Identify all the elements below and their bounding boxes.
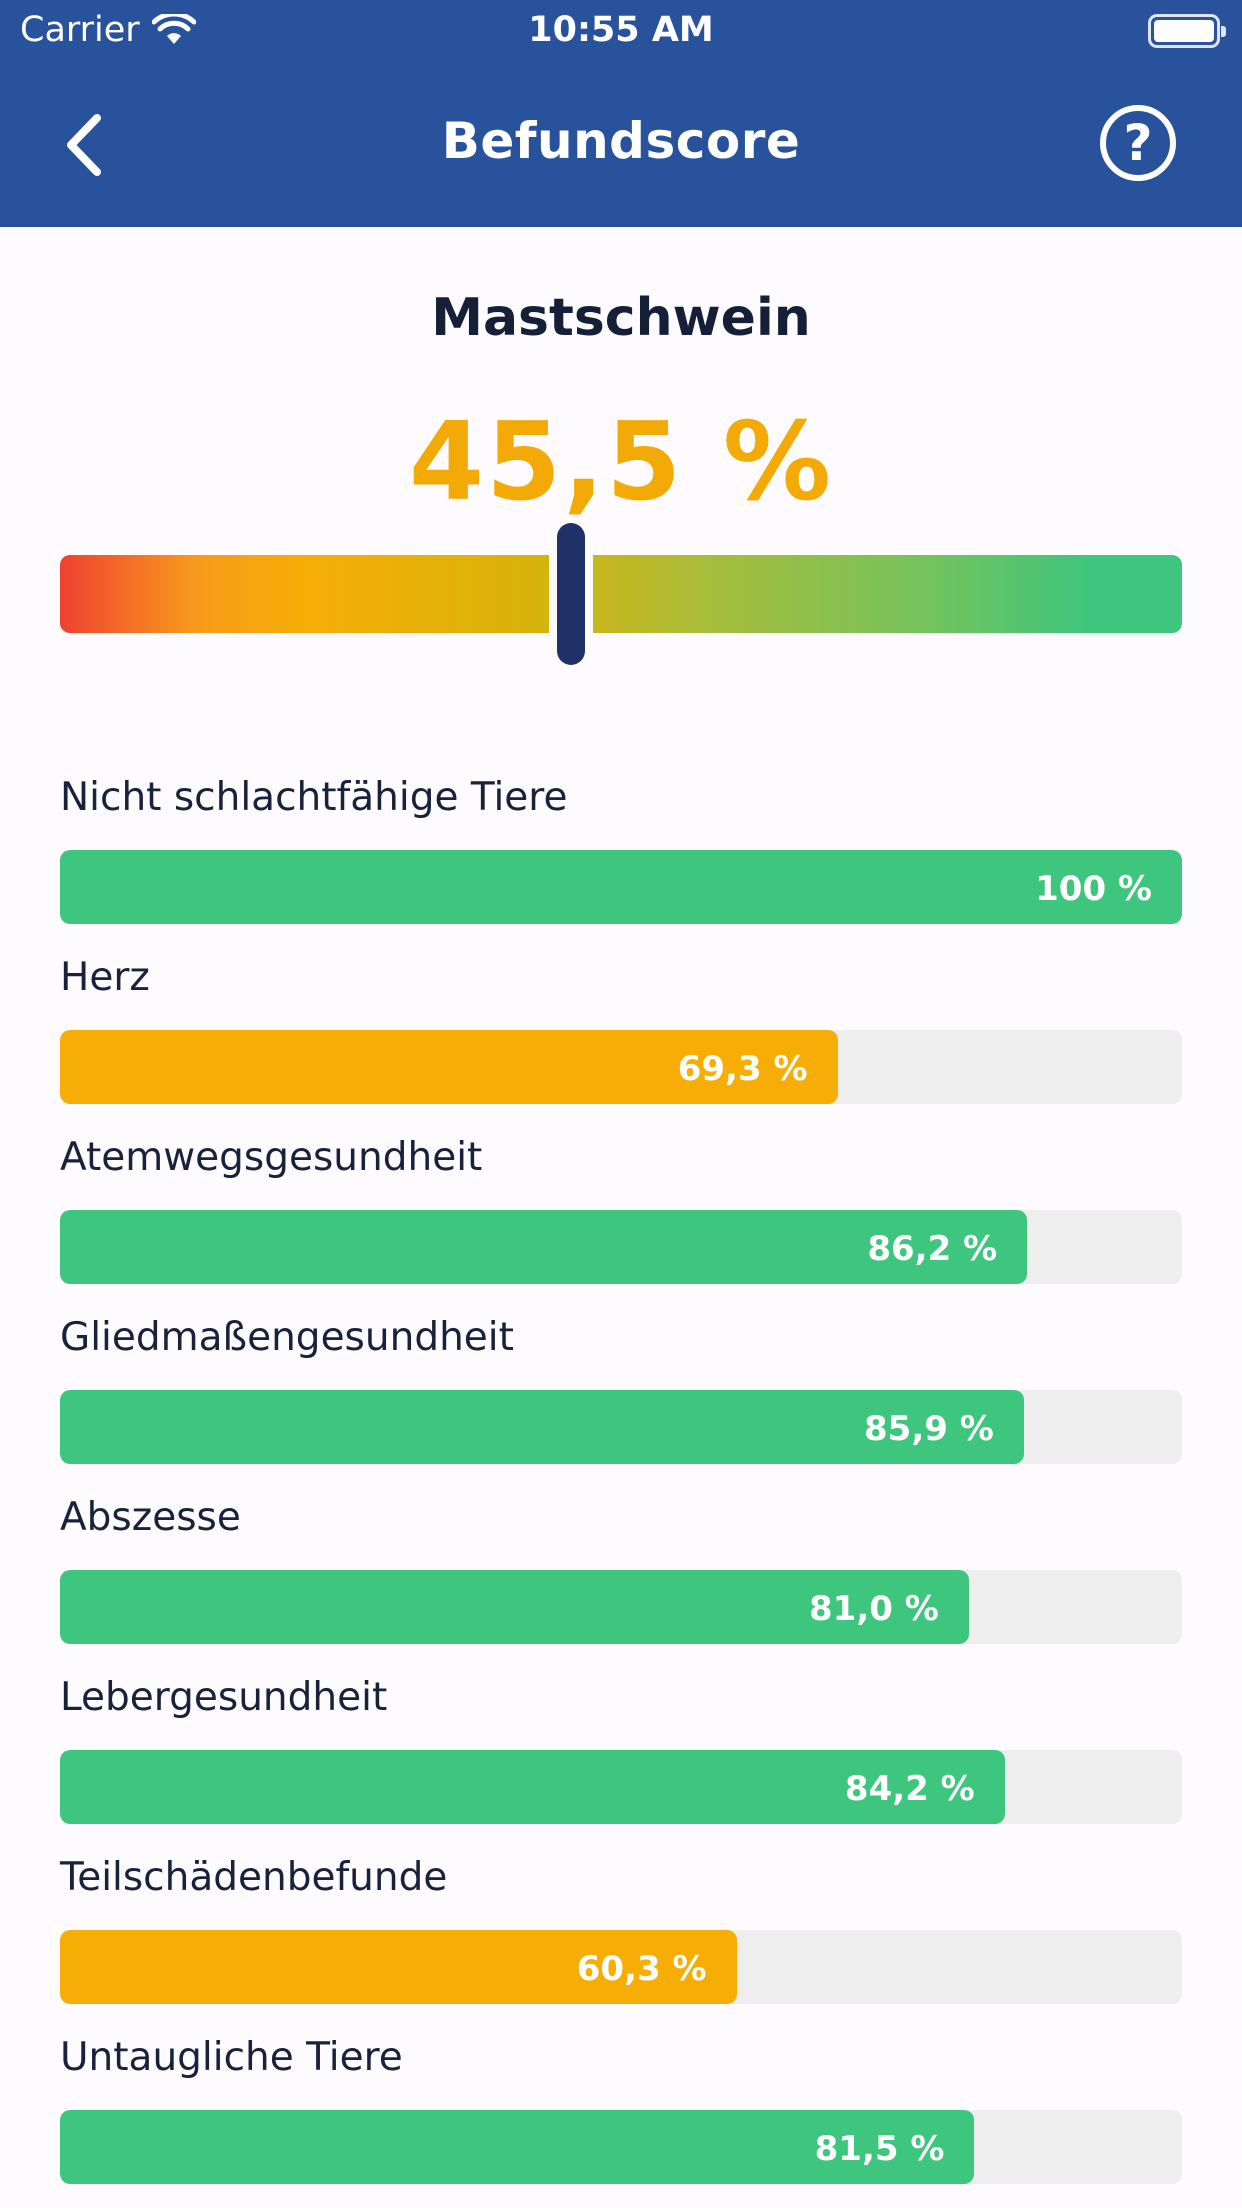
metric-label: Gliedmaßengesundheit [60,1315,514,1360]
metric-row: Atemwegsgesundheit 86,2 % [60,1130,1182,1310]
metric-value: 81,0 % [809,1589,939,1629]
metric-bar-track: 81,0 % [60,1570,1182,1644]
gauge-marker [548,523,593,665]
metric-bar-fill: 81,5 % [60,2110,975,2184]
metric-bar-track: 86,2 % [60,1210,1182,1284]
chevron-left-icon [67,114,101,176]
metric-value: 85,9 % [864,1409,994,1449]
wifi-icon [151,14,196,44]
metric-bar-track: 60,3 % [60,1930,1182,2004]
metric-bar-fill: 69,3 % [60,1030,838,1104]
metric-bar-track: 81,5 % [60,2110,1182,2184]
metric-bar-track: 84,2 % [60,1750,1182,1824]
metric-bar-track: 69,3 % [60,1030,1182,1104]
metric-bar-track: 85,9 % [60,1390,1182,1464]
page-title: Befundscore [441,112,801,170]
metric-label: Abszesse [60,1495,241,1540]
metric-label: Lebergesundheit [60,1675,388,1720]
metric-row: Gliedmaßengesundheit 85,9 % [60,1310,1182,1490]
metric-row: Nicht schlachtfähige Tiere 100 % [60,770,1182,950]
metric-label: Nicht schlachtfähige Tiere [60,775,568,820]
metric-row: Lebergesundheit 84,2 % [60,1670,1182,1850]
help-button[interactable]: ? [1100,105,1176,181]
metric-bar-track: 100 % [60,850,1182,924]
battery-icon [1148,14,1226,48]
app-header: Carrier 10:55 AM Befundscore ? [0,0,1242,227]
question-circle-icon: ? [1123,114,1153,172]
metric-bar-fill: 60,3 % [60,1930,737,2004]
status-time: 10:55 AM [528,10,714,50]
status-bar: Carrier 10:55 AM [0,0,1242,62]
metric-label: Teilschädenbefunde [60,1855,448,1900]
metric-bar-fill: 100 % [60,850,1182,924]
metric-value: 81,5 % [814,2129,945,2169]
metric-bar-fill: 81,0 % [60,1570,969,1644]
metric-bar-fill: 86,2 % [60,1210,1028,1284]
metric-row: Untaugliche Tiere 81,5 % [60,2030,1182,2208]
back-button[interactable] [48,110,118,180]
metric-list: Nicht schlachtfähige Tiere 100 % Herz 69,3 … [60,770,1182,2208]
metric-row: Teilschädenbefunde 60,3 % [60,1850,1182,2030]
carrier-info: Carrier [20,10,196,50]
metric-value: 69,3 % [677,1049,808,1089]
metric-label: Untaugliche Tiere [60,2035,403,2080]
metric-label: Atemwegsgesundheit [60,1135,483,1180]
overall-score: 45,5 % [408,400,834,525]
metric-label: Herz [60,955,150,1000]
metric-row: Abszesse 81,0 % [60,1490,1182,1670]
metric-value: 100 % [1035,869,1152,909]
score-gauge [60,555,1182,633]
metric-row: Herz 69,3 % [60,950,1182,1130]
metric-bar-fill: 85,9 % [60,1390,1024,1464]
carrier-label: Carrier [20,10,140,50]
metric-value: 84,2 % [844,1769,975,1809]
metric-value: 60,3 % [576,1949,707,1989]
metric-value: 86,2 % [867,1229,998,1269]
metric-bar-fill: 84,2 % [60,1750,1005,1824]
animal-type-title: Mastschwein [431,288,811,348]
